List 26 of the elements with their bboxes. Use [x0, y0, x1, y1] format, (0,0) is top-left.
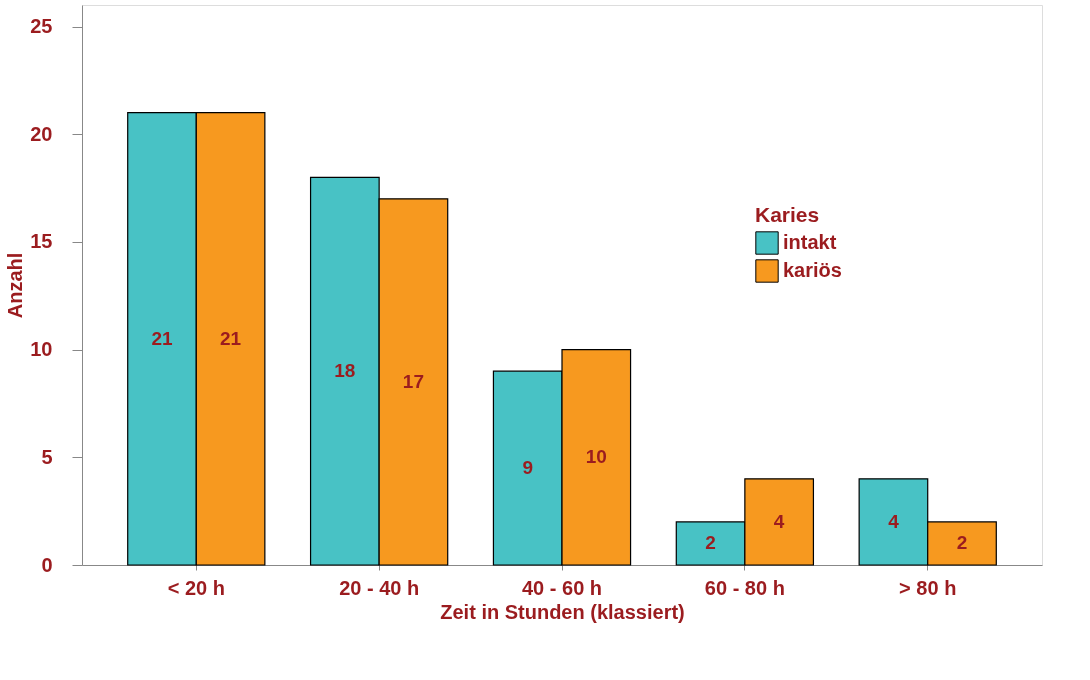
data-label: 4	[888, 510, 900, 532]
data-label: 4	[773, 510, 785, 532]
data-label: 9	[522, 457, 533, 479]
y-axis-title: Anzahl	[4, 252, 27, 319]
y-tick-label: 15	[30, 230, 53, 253]
x-tick-label: < 20 h	[167, 576, 225, 599]
data-label: 17	[402, 370, 424, 392]
y-tick-label: 10	[30, 338, 53, 361]
data-label: 2	[956, 532, 968, 554]
y-tick-label: 0	[41, 553, 53, 576]
legend-label: kariös	[783, 259, 842, 281]
data-label: 21	[151, 327, 173, 349]
x-axis-title: Zeit in Stunden (klassiert)	[440, 600, 685, 623]
data-label: 18	[334, 360, 356, 382]
x-tick-label: 60 - 80 h	[704, 576, 785, 599]
x-tick-label: 40 - 60 h	[521, 576, 603, 599]
data-label: 10	[585, 446, 607, 468]
x-tick-label: > 80 h	[899, 576, 957, 599]
data-label: 2	[705, 532, 716, 554]
y-tick-label: 20	[30, 122, 53, 145]
data-label: 21	[220, 327, 242, 349]
x-tick-label: 20 - 40 h	[339, 576, 420, 599]
legend-title: Karies	[755, 203, 820, 226]
legend-label: intakt	[783, 231, 837, 253]
y-tick-label: 5	[41, 445, 53, 468]
y-tick-label: 25	[30, 15, 53, 38]
